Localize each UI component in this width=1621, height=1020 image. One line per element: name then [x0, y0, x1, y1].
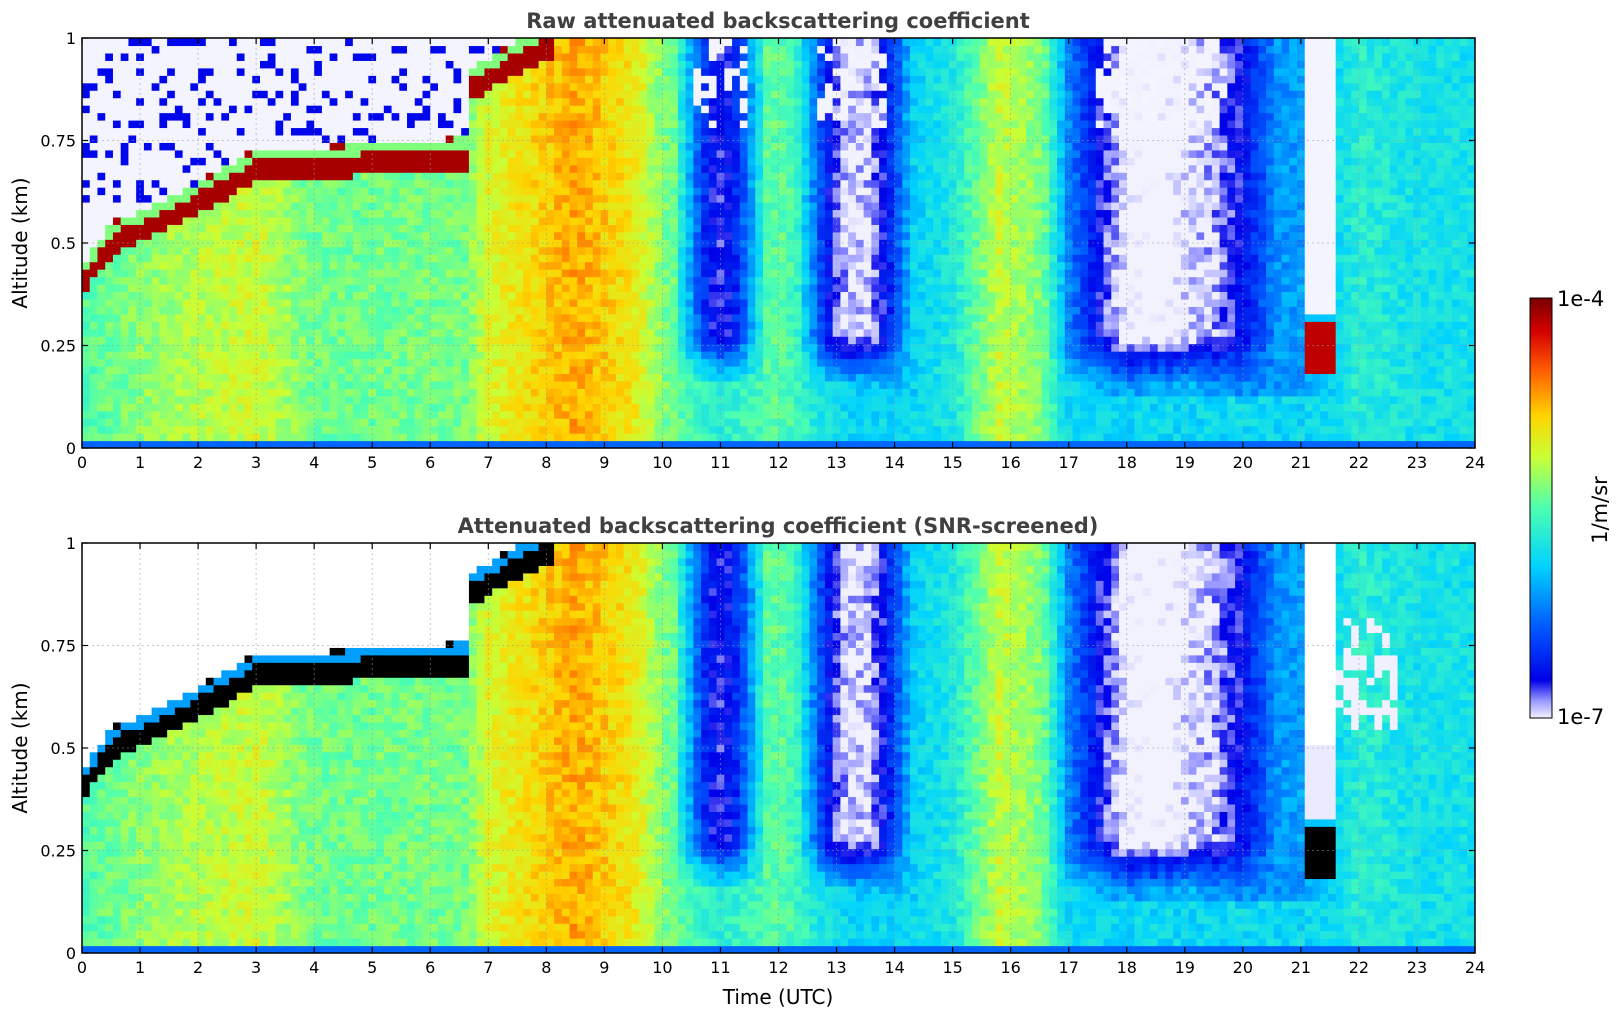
panel2-ylabel: Altitude (km)	[8, 682, 32, 813]
x-tick-label: 16	[1000, 958, 1020, 977]
x-tick-label: 13	[826, 958, 846, 977]
x-tick-label: 24	[1465, 958, 1485, 977]
colorbar: 1e-4 1e-7 1/m/sr	[1529, 287, 1612, 729]
x-tick-label: 17	[1059, 453, 1079, 472]
x-tick-label: 18	[1117, 453, 1137, 472]
y-tick-label: 0.75	[40, 637, 76, 656]
x-tick-label: 4	[309, 958, 319, 977]
panel1-title: Raw attenuated backscattering coefficien…	[526, 9, 1030, 33]
x-tick-label: 22	[1349, 453, 1369, 472]
y-tick-label: 0.75	[40, 132, 76, 151]
panel-screened: Attenuated backscattering coefficient (S…	[8, 514, 1485, 1009]
heatmap-screened	[82, 543, 1475, 953]
y-tick-label: 0.5	[51, 234, 76, 253]
x-tick-label: 12	[768, 453, 788, 472]
x-tick-label: 24	[1465, 453, 1485, 472]
x-tick-label: 19	[1175, 958, 1195, 977]
x-tick-label: 9	[599, 453, 609, 472]
x-tick-label: 8	[541, 453, 551, 472]
y-tick-label: 0	[66, 944, 76, 963]
y-tick-label: 0	[66, 439, 76, 458]
x-tick-label: 17	[1059, 958, 1079, 977]
x-tick-label: 11	[710, 453, 730, 472]
x-tick-label: 1	[135, 453, 145, 472]
x-tick-label: 20	[1233, 453, 1253, 472]
x-tick-label: 7	[483, 453, 493, 472]
x-tick-label: 6	[425, 958, 435, 977]
x-tick-label: 22	[1349, 958, 1369, 977]
y-ticks-raw: 0 0.25 0.5 0.75 1	[40, 29, 1475, 458]
x-tick-label: 18	[1117, 958, 1137, 977]
x-tick-label: 0	[77, 453, 87, 472]
colorbar-unit-label: 1/m/sr	[1588, 476, 1612, 544]
panel-raw: Raw attenuated backscattering coefficien…	[8, 9, 1485, 472]
x-tick-label: 12	[768, 958, 788, 977]
y-tick-label: 0.25	[40, 842, 76, 861]
x-axis-label: Time (UTC)	[722, 985, 834, 1009]
x-tick-label: 20	[1233, 958, 1253, 977]
x-tick-label: 10	[652, 453, 672, 472]
x-tick-label: 5	[367, 453, 377, 472]
y-tick-label: 1	[66, 534, 76, 553]
x-tick-label: 21	[1291, 453, 1311, 472]
grid-screened	[82, 543, 1475, 953]
x-ticks-screened: 0 1 2 3 4 5 6 7 8 9 10 11 12 13 14 15 16 17 18 19 20 21 22 23 24	[77, 543, 1485, 977]
colorbar-min-label: 1e-7	[1557, 705, 1604, 729]
x-tick-label: 15	[942, 453, 962, 472]
x-tick-label: 0	[77, 958, 87, 977]
y-tick-label: 0.5	[51, 739, 76, 758]
x-tick-label: 7	[483, 958, 493, 977]
x-tick-label: 16	[1000, 453, 1020, 472]
x-tick-label: 11	[710, 958, 730, 977]
x-tick-label: 15	[942, 958, 962, 977]
x-tick-label: 3	[251, 453, 261, 472]
panel2-title: Attenuated backscattering coefficient (S…	[458, 514, 1099, 538]
colorbar-max-label: 1e-4	[1557, 287, 1604, 311]
colorbar-gradient	[1529, 297, 1553, 719]
x-tick-label: 2	[193, 453, 203, 472]
x-tick-label: 1	[135, 958, 145, 977]
x-tick-label: 14	[884, 958, 904, 977]
x-tick-label: 8	[541, 958, 551, 977]
x-tick-label: 21	[1291, 958, 1311, 977]
x-tick-label: 23	[1407, 453, 1427, 472]
x-tick-label: 9	[599, 958, 609, 977]
x-ticks-raw: 0 1 2 3 4 5 6 7 8 9 10 11 12 13 14 15 16 17 18 19 20 21 22 23 24	[77, 38, 1485, 472]
x-tick-label: 14	[884, 453, 904, 472]
panel1-ylabel: Altitude (km)	[8, 177, 32, 308]
x-tick-label: 5	[367, 958, 377, 977]
x-tick-label: 6	[425, 453, 435, 472]
y-ticks-screened: 0 0.25 0.5 0.75 1	[40, 534, 1475, 963]
x-tick-label: 10	[652, 958, 672, 977]
y-tick-label: 1	[66, 29, 76, 48]
x-tick-label: 2	[193, 958, 203, 977]
y-tick-label: 0.25	[40, 337, 76, 356]
x-tick-label: 3	[251, 958, 261, 977]
x-tick-label: 19	[1175, 453, 1195, 472]
grid-raw	[82, 38, 1475, 448]
x-tick-label: 13	[826, 453, 846, 472]
x-tick-label: 23	[1407, 958, 1427, 977]
x-tick-label: 4	[309, 453, 319, 472]
